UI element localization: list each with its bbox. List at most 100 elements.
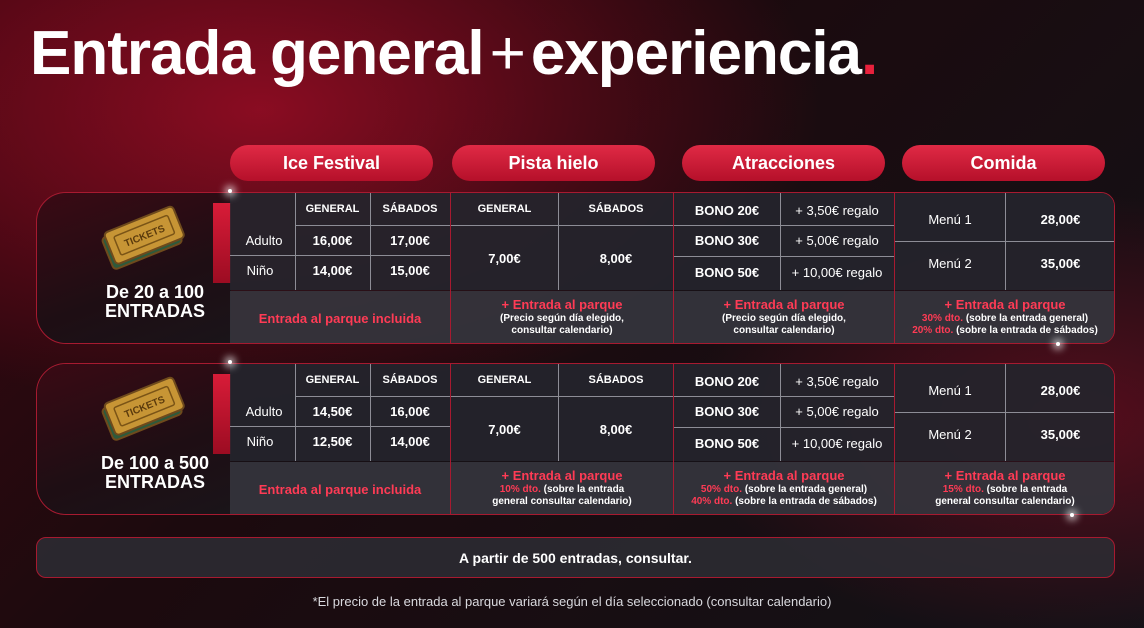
ice-adulto-sabados: 17,00€ [390, 232, 430, 248]
divider [895, 412, 1114, 413]
atr-note-line2: consultar calendario) [733, 325, 835, 336]
comida-menu-1-price: 28,00€ [1040, 382, 1081, 398]
divider [895, 241, 1114, 242]
pista-discount-text: (sobre la entrada [543, 484, 625, 495]
pista-header-general: GENERAL [477, 203, 532, 215]
comida-discount-2-text: (sobre la entrada de sábados) [956, 325, 1098, 336]
title-dot: . [861, 19, 878, 88]
pista-general-price: 7,00€ [488, 250, 521, 266]
divider [370, 364, 371, 461]
atr-block-bg [674, 364, 894, 461]
tier-grid: GENERAL SÁBADOS Adulto 14,50€ 16,00€ Niñ… [230, 364, 1114, 514]
tier-100-500: TICKETS De 100 a 500 ENTRADAS GENERAL SÁ… [36, 363, 1115, 515]
ice-nino-general: 14,00€ [312, 262, 353, 278]
pista-general-price: 7,00€ [488, 421, 521, 437]
sparkle-decoration [228, 189, 232, 193]
ice-nino-sabados: 15,00€ [390, 262, 430, 278]
pista-sabados-price: 8,00€ [599, 421, 633, 437]
pista-discount: 10% dto. [499, 484, 541, 495]
divider [450, 364, 451, 514]
column-header-ice-festival: Ice Festival [230, 145, 433, 181]
divider [558, 193, 559, 290]
divider [780, 193, 781, 290]
tier-label-panel: TICKETS De 20 a 100 ENTRADAS [37, 193, 231, 343]
title-rest: experiencia [530, 19, 862, 88]
tier-label-line1: De 100 a 500 [100, 453, 210, 473]
ice-header-sabados: SÁBADOS [382, 203, 438, 215]
ice-adulto-sabados: 16,00€ [390, 403, 430, 419]
pista-header-sabados: SÁBADOS [588, 203, 644, 215]
divider [450, 193, 451, 343]
atr-block-bg [674, 193, 894, 290]
atr-discount-1-text: (sobre la entrada general) [744, 484, 868, 495]
atr-bono-50: BONO 50€ [694, 264, 760, 280]
pista-note-title: + Entrada al parque [501, 297, 623, 312]
comida-menu-1: Menú 1 [928, 211, 972, 227]
pista-note: + Entrada al parque (Precio según día el… [451, 291, 673, 343]
pista-note-line2: consultar calendario) [511, 325, 613, 336]
comida-menu-2-price: 35,00€ [1040, 426, 1081, 442]
ice-adulto-general: 14,50€ [312, 403, 353, 419]
title-main: Entrada general [30, 19, 485, 88]
divider [370, 193, 371, 290]
tier-label: De 20 a 100 ENTRADAS [85, 283, 225, 321]
ice-row-adulto-label: Adulto [245, 403, 283, 419]
comida-note: + Entrada al parque 15% dto. (sobre la e… [895, 462, 1114, 514]
ice-row-nino-label: Niño [246, 433, 274, 449]
atr-note: + Entrada al parque (Precio según día el… [674, 291, 894, 343]
sparkle-decoration [228, 360, 232, 364]
ice-row-adulto-label: Adulto [245, 232, 283, 248]
divider [295, 193, 296, 290]
comida-menu-2: Menú 2 [928, 426, 972, 442]
ice-note: Entrada al parque incluida [230, 291, 450, 343]
pista-block-bg [451, 364, 673, 461]
pista-sabados-price: 8,00€ [599, 250, 633, 266]
tier-label-line2: ENTRADAS [104, 472, 205, 492]
atr-bono-20: BONO 20€ [694, 373, 760, 389]
ice-block-bg [230, 364, 450, 461]
divider [295, 396, 450, 397]
pista-note-title: + Entrada al parque [501, 468, 623, 483]
tier-label-line2: ENTRADAS [104, 301, 205, 321]
tier-label-line1: De 20 a 100 [105, 282, 205, 302]
comida-menu-2-price: 35,00€ [1040, 255, 1081, 271]
pista-note-line2: general consultar calendario) [492, 496, 632, 507]
divider [673, 364, 674, 514]
pista-note: + Entrada al parque 10% dto. (sobre la e… [451, 462, 673, 514]
title-plus: + [489, 19, 526, 88]
divider [558, 364, 559, 461]
divider [295, 364, 296, 461]
atr-note: + Entrada al parque 50% dto. (sobre la e… [674, 462, 894, 514]
ice-header-sabados: SÁBADOS [382, 374, 438, 386]
tier-20-100: TICKETS De 20 a 100 ENTRADAS GENERAL SÁB… [36, 192, 1115, 344]
tier-accent-tab [213, 203, 231, 283]
atr-discount-1: 50% dto. [700, 484, 743, 495]
atr-note-title: + Entrada al parque [723, 468, 845, 483]
comida-note-line2: general consultar calendario) [935, 496, 1075, 507]
comida-menu-1: Menú 1 [928, 382, 972, 398]
atr-note-title: + Entrada al parque [723, 297, 845, 312]
tickets-icon: TICKETS [101, 376, 185, 441]
atr-bono-30-gift: + 5,00€ regalo [795, 403, 879, 419]
atr-bono-50-gift: + 10,00€ regalo [791, 264, 883, 280]
atr-bono-20: BONO 20€ [694, 202, 760, 218]
ice-row-nino-label: Niño [246, 262, 274, 278]
sparkle-decoration [1056, 342, 1060, 346]
divider [674, 256, 894, 257]
divider [673, 193, 674, 343]
divider [230, 426, 450, 427]
comida-discount-1: 30% dto. [921, 313, 964, 324]
pista-header-sabados: SÁBADOS [588, 374, 644, 386]
atr-bono-50-gift: + 10,00€ regalo [791, 435, 883, 451]
footnote: *El precio de la entrada al parque varia… [312, 594, 832, 609]
ice-header-general: GENERAL [305, 203, 360, 215]
atr-discount-2-text: (sobre la entrada de sábados) [735, 496, 877, 507]
comida-note: + Entrada al parque 30% dto. (sobre la e… [895, 291, 1114, 343]
atr-bono-30: BONO 30€ [694, 403, 760, 419]
ice-note: Entrada al parque incluida [230, 462, 450, 514]
divider [780, 364, 781, 461]
atr-bono-20-gift: + 3,50€ regalo [795, 373, 879, 389]
tier-label-panel: TICKETS De 100 a 500 ENTRADAS [37, 364, 231, 514]
column-header-comida: Comida [902, 145, 1105, 181]
divider [674, 225, 894, 226]
